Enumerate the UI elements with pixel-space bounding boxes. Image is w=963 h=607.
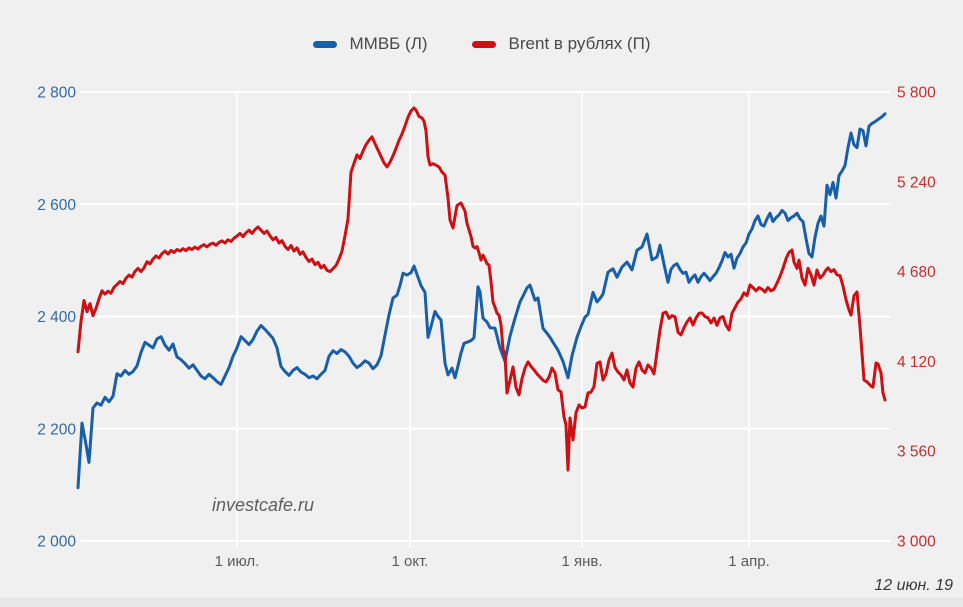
y-axis-right-tick-label: 3 560: [897, 444, 936, 461]
y-axis-right-tick-label: 4 680: [897, 264, 936, 281]
x-axis-tick-label: 1 апр.: [728, 553, 769, 570]
window-bottom-edge: [0, 598, 963, 607]
x-axis-tick-label: 1 янв.: [561, 553, 602, 570]
y-axis-right-tick-label: 5 240: [897, 174, 936, 191]
x-axis-tick-label: 1 окт.: [392, 553, 429, 570]
y-axis-right-tick-label: 4 120: [897, 354, 936, 371]
x-axis-tick-label: 1 июл.: [215, 553, 260, 570]
legend-item-mmvb[interactable]: ММВБ (Л): [312, 34, 428, 54]
brent-series-swatch: [471, 40, 496, 48]
y-axis-right-tick-label: 3 000: [897, 534, 936, 551]
y-axis-left-tick-label: 2 000: [37, 534, 76, 551]
brent-line-series: [76, 106, 887, 472]
legend-item-brent[interactable]: Brent в рублях (П): [471, 34, 651, 54]
legend: ММВБ (Л) Brent в рублях (П): [0, 34, 963, 54]
y-axis-left-tick-label: 2 600: [37, 197, 76, 214]
mmvb-series-swatch: [312, 40, 337, 48]
investcafe-watermark: investcafe.ru: [212, 495, 315, 515]
date-stamp: 12 июн. 19: [874, 577, 953, 594]
y-axis-left-tick-label: 2 400: [37, 309, 76, 326]
y-axis-right-tick-label: 5 800: [897, 85, 936, 102]
legend-label-brent: Brent в рублях (П): [508, 34, 651, 53]
legend-label-mmvb: ММВБ (Л): [349, 34, 428, 53]
y-axis-left-tick-label: 2 800: [37, 85, 76, 102]
y-axis-left-tick-label: 2 200: [37, 421, 76, 438]
mmvb-line-series: [76, 112, 887, 490]
